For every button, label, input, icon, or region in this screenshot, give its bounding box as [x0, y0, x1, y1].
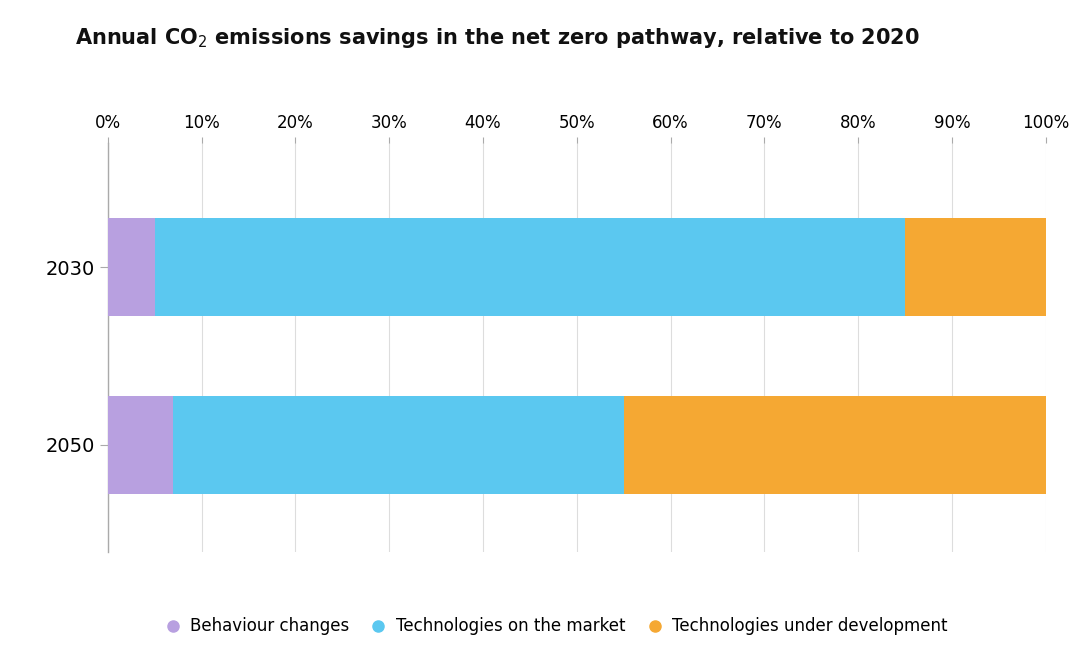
Bar: [174, 396, 624, 494]
Bar: [108, 218, 155, 316]
Bar: [155, 218, 906, 316]
Text: Annual CO$_2$ emissions savings in the net zero pathway, relative to 2020: Annual CO$_2$ emissions savings in the n…: [75, 26, 921, 50]
Legend: Behaviour changes, Technologies on the market, Technologies under development: Behaviour changes, Technologies on the m…: [160, 609, 956, 644]
Bar: [906, 218, 1046, 316]
Bar: [623, 396, 1046, 494]
Bar: [108, 396, 174, 494]
